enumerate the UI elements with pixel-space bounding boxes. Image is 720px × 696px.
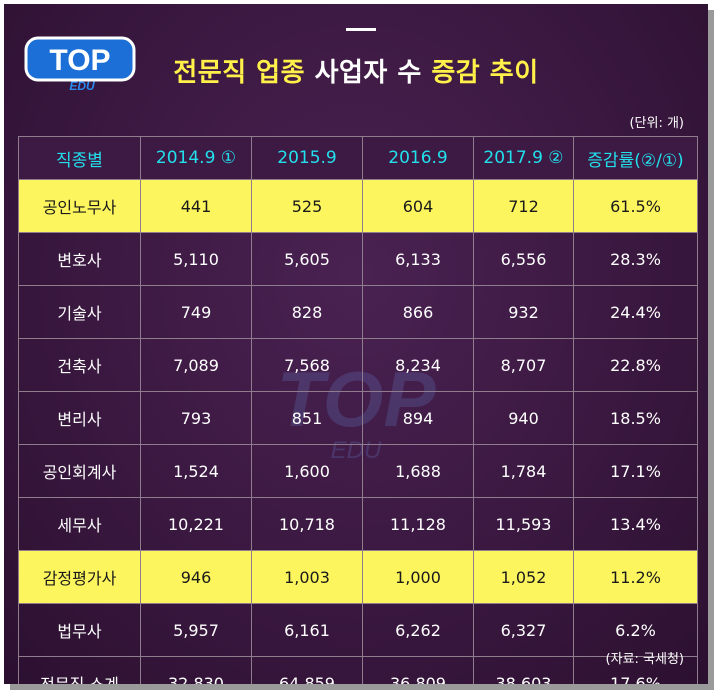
value-cell: 8,234	[362, 338, 474, 392]
table-row: 기술사 749 828 866 932 24.4%	[18, 285, 698, 339]
value-cell: 712	[473, 179, 574, 233]
title-part-2: 사업자 수	[314, 58, 422, 88]
row-label-cell: 전문직 소계	[18, 656, 141, 684]
value-cell: 24.4%	[573, 285, 698, 339]
value-cell: 11.2%	[573, 550, 698, 604]
value-cell: 6,556	[473, 232, 574, 286]
value-cell: 6.2%	[573, 603, 698, 657]
value-cell: 1,000	[362, 550, 474, 604]
page-title: 전문직 업종 사업자 수 증감 추이	[4, 52, 708, 89]
row-label-cell: 변리사	[18, 391, 141, 445]
row-label-cell: 기술사	[18, 285, 141, 339]
table-row-highlighted: 감정평가사 946 1,003 1,000 1,052 11.2%	[18, 550, 698, 604]
value-cell: 441	[140, 179, 252, 233]
value-cell: 5,957	[140, 603, 252, 657]
value-cell: 6,262	[362, 603, 474, 657]
value-cell: 13.4%	[573, 497, 698, 551]
value-cell: 932	[473, 285, 574, 339]
value-cell: 828	[251, 285, 363, 339]
table-body: 공인노무사 441 525 604 712 61.5% 변호사 5,110 5,605 6,133…	[18, 179, 698, 684]
value-cell: 17.6%	[573, 656, 698, 684]
value-cell: 61.5%	[573, 179, 698, 233]
title-accent-bar	[346, 28, 376, 31]
value-cell: 10,718	[251, 497, 363, 551]
value-cell: 894	[362, 391, 474, 445]
value-cell: 36,809	[362, 656, 474, 684]
svg-text:TOP: TOP	[49, 44, 110, 77]
value-cell: 6,327	[473, 603, 574, 657]
value-cell: 525	[251, 179, 363, 233]
infographic-frame: TOP EDU 전문직 업종 사업자 수 증감 추이 (단위: 개) TOP E…	[4, 4, 708, 684]
value-cell: 946	[140, 550, 252, 604]
value-cell: 8,707	[473, 338, 574, 392]
value-cell: 1,524	[140, 444, 252, 498]
row-label-cell: 건축사	[18, 338, 141, 392]
value-cell: 604	[362, 179, 474, 233]
row-label-cell: 세무사	[18, 497, 141, 551]
row-label-cell: 공인노무사	[18, 179, 141, 233]
value-cell: 1,003	[251, 550, 363, 604]
value-cell: 749	[140, 285, 252, 339]
table-row: 법무사 5,957 6,161 6,262 6,327 6.2%	[18, 603, 698, 657]
column-header: 2015.9	[251, 136, 363, 180]
table-row: 건축사 7,089 7,568 8,234 8,707 22.8%	[18, 338, 698, 392]
value-cell: 6,133	[362, 232, 474, 286]
title-part-3: 증감 추이	[431, 58, 539, 88]
row-label-cell: 변호사	[18, 232, 141, 286]
top-edu-logo: TOP EDU	[24, 36, 136, 93]
value-cell: 17.1%	[573, 444, 698, 498]
column-header: 2014.9 ①	[140, 136, 252, 180]
data-table: 직종별 2014.9 ① 2015.9 2016.9 2017.9 ② 증감률(②/①) …	[18, 136, 698, 684]
row-label-cell: 법무사	[18, 603, 141, 657]
table-row-highlighted: 공인노무사 441 525 604 712 61.5%	[18, 179, 698, 233]
value-cell: 1,688	[362, 444, 474, 498]
value-cell: 1,600	[251, 444, 363, 498]
row-label-cell: 감정평가사	[18, 550, 141, 604]
value-cell: 940	[473, 391, 574, 445]
column-header: 2016.9	[362, 136, 474, 180]
value-cell: 18.5%	[573, 391, 698, 445]
value-cell: 32,830	[140, 656, 252, 684]
value-cell: 7,568	[251, 338, 363, 392]
column-header: 2017.9 ②	[473, 136, 574, 180]
value-cell: 64,859	[251, 656, 363, 684]
value-cell: 11,593	[473, 497, 574, 551]
table-row: 변리사 793 851 894 940 18.5%	[18, 391, 698, 445]
value-cell: 5,605	[251, 232, 363, 286]
value-cell: 1,052	[473, 550, 574, 604]
source-note: (자료: 국세청)	[605, 652, 684, 667]
value-cell: 28.3%	[573, 232, 698, 286]
column-header: 직종별	[18, 136, 141, 180]
table-header-row: 직종별 2014.9 ① 2015.9 2016.9 2017.9 ② 증감률(②/①)	[18, 136, 698, 180]
value-cell: 7,089	[140, 338, 252, 392]
unit-note: (단위: 개)	[629, 116, 684, 131]
value-cell: 1,784	[473, 444, 574, 498]
value-cell: 851	[251, 391, 363, 445]
value-cell: 6,161	[251, 603, 363, 657]
value-cell: 22.8%	[573, 338, 698, 392]
value-cell: 38,603	[473, 656, 574, 684]
value-cell: 793	[140, 391, 252, 445]
value-cell: 11,128	[362, 497, 474, 551]
value-cell: 5,110	[140, 232, 252, 286]
column-header: 증감률(②/①)	[573, 136, 698, 180]
title-part-1: 전문직 업종	[173, 58, 306, 88]
table-row: 세무사 10,221 10,718 11,128 11,593 13.4%	[18, 497, 698, 551]
value-cell: 866	[362, 285, 474, 339]
table-row: 변호사 5,110 5,605 6,133 6,556 28.3%	[18, 232, 698, 286]
table-row: 공인회계사 1,524 1,600 1,688 1,784 17.1%	[18, 444, 698, 498]
svg-text:EDU: EDU	[69, 79, 95, 93]
row-label-cell: 공인회계사	[18, 444, 141, 498]
value-cell: 10,221	[140, 497, 252, 551]
